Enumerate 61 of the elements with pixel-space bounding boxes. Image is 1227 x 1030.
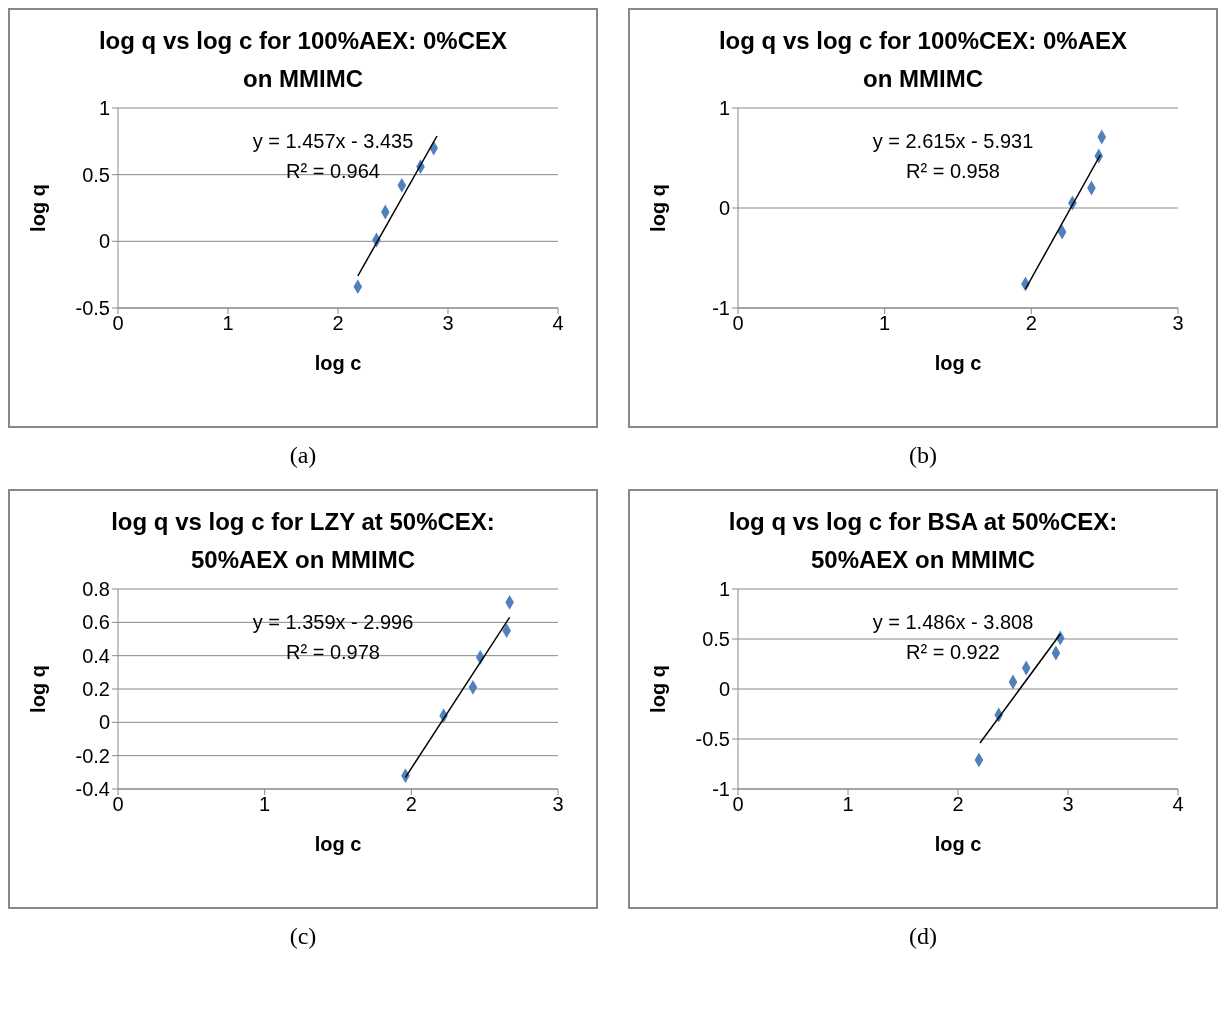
y-tick-label: 1 xyxy=(718,97,730,120)
x-tick-label: 4 xyxy=(552,312,564,335)
y-tick-label: -1 xyxy=(712,297,730,320)
y-tick-label: -1 xyxy=(712,778,730,801)
x-axis-title: log c xyxy=(934,352,982,374)
x-axis-title: log c xyxy=(314,833,362,855)
annotation: y = 1.486x - 3.808 xyxy=(871,610,1035,635)
x-tick-label: 3 xyxy=(1062,793,1074,816)
y-tick-label: 0.6 xyxy=(82,611,110,634)
y-tick-label: 0 xyxy=(98,711,110,734)
x-tick-label: 1 xyxy=(259,793,271,816)
x-tick-label: 2 xyxy=(1025,312,1037,335)
x-tick-label: 2 xyxy=(405,793,417,816)
y-tick-label: 1 xyxy=(718,578,730,601)
y-tick-label: -0.4 xyxy=(75,778,110,801)
x-tick-label: 3 xyxy=(1172,312,1184,335)
x-axis-title: log c xyxy=(934,833,982,855)
y-axis-title: log q xyxy=(647,184,670,232)
y-axis-title: log q xyxy=(27,665,50,713)
x-tick-label: 0 xyxy=(732,793,744,816)
annotation: R² = 0.922 xyxy=(905,640,1001,665)
text: (b) xyxy=(909,442,937,469)
x-tick-label: 3 xyxy=(552,793,564,816)
y-tick-label: 0 xyxy=(718,197,730,220)
x-tick-label: 3 xyxy=(442,312,454,335)
y-tick-label: 0.5 xyxy=(702,628,730,651)
x-tick-label: 1 xyxy=(222,312,234,335)
y-tick-label: 0 xyxy=(98,230,110,253)
chart-title: log q vs log c for BSA at 50%CEX: 50%AEX on MMIMC xyxy=(727,507,1119,575)
y-tick-label: 0.8 xyxy=(82,578,110,601)
x-tick-label: 1 xyxy=(842,793,854,816)
x-tick-label: 0 xyxy=(112,793,124,816)
text: (c) xyxy=(289,923,317,950)
chart-title: log q vs log c for LZY at 50%CEX: 50%AEX on MMIMC xyxy=(110,507,496,575)
x-tick-label: 0 xyxy=(732,312,744,335)
x-tick-label: 4 xyxy=(1172,793,1184,816)
y-tick-label: 0.4 xyxy=(82,644,110,667)
y-tick-label: 1 xyxy=(98,97,110,120)
annotation: y = 1.457x - 3.435 xyxy=(251,129,415,154)
y-tick-label: 0.2 xyxy=(82,678,110,701)
annotation: y = 1.359x - 2.996 xyxy=(251,610,415,635)
y-axis-title: log q xyxy=(27,184,50,232)
annotation: y = 2.615x - 5.931 xyxy=(871,129,1035,154)
y-tick-label: 0.5 xyxy=(82,163,110,186)
y-tick-label: -0.5 xyxy=(75,297,110,320)
x-tick-label: 0 xyxy=(112,312,124,335)
x-tick-label: 2 xyxy=(332,312,344,335)
annotation: R² = 0.978 xyxy=(285,640,381,665)
y-tick-label: -0.5 xyxy=(695,728,730,751)
text: (a) xyxy=(289,442,317,469)
annotation: R² = 0.958 xyxy=(905,159,1001,184)
x-axis-title: log c xyxy=(314,352,362,374)
y-tick-label: -0.2 xyxy=(75,744,110,767)
y-tick-label: 0 xyxy=(718,678,730,701)
y-axis-title: log q xyxy=(647,665,670,713)
text: (d) xyxy=(909,923,937,950)
annotation: R² = 0.964 xyxy=(285,159,381,184)
chart-title: log q vs log c for 100%CEX: 0%AEX on MMIMC xyxy=(717,26,1129,94)
x-tick-label: 1 xyxy=(879,312,891,335)
x-tick-label: 2 xyxy=(952,793,964,816)
chart-title: log q vs log c for 100%AEX: 0%CEX on MMIMC xyxy=(97,26,509,94)
